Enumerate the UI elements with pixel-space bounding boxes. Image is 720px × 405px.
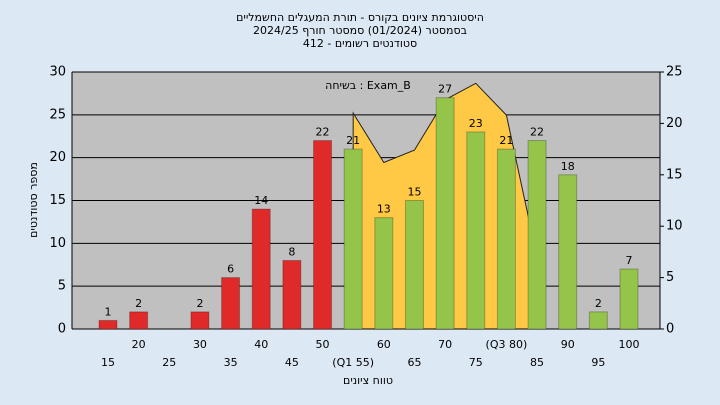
data-label: 27 xyxy=(438,83,452,96)
bar xyxy=(496,148,516,330)
bar xyxy=(527,140,547,330)
data-label: 2 xyxy=(135,297,142,310)
x-tick-label: 65 xyxy=(407,356,421,369)
bar xyxy=(619,268,639,330)
bar xyxy=(466,131,486,330)
x-tick-label: 45 xyxy=(285,356,299,369)
bar xyxy=(558,174,578,330)
data-label: 13 xyxy=(377,203,391,216)
bar xyxy=(98,319,118,330)
bar xyxy=(374,217,394,330)
bar xyxy=(435,97,455,330)
x-tick-label: 30 xyxy=(193,338,207,351)
y-axis-label: מספר סטודנטים xyxy=(27,162,40,238)
y2-tick-label: 15 xyxy=(666,167,683,182)
data-label: 22 xyxy=(316,126,330,139)
x-tick-label: 85 xyxy=(530,356,544,369)
y-tick-label: 5 xyxy=(58,279,66,294)
x-tick-label: 50 xyxy=(316,338,330,351)
y-tick-label: 30 xyxy=(49,65,66,80)
data-label: 7 xyxy=(626,254,633,267)
x-tick-label: 95 xyxy=(591,356,605,369)
annotation: בשיחה : Exam_B xyxy=(325,79,411,92)
data-label: 15 xyxy=(407,186,421,199)
bar xyxy=(129,311,149,330)
x-tick-label: 100 xyxy=(619,338,640,351)
x-tick-label: 20 xyxy=(132,338,146,351)
bar xyxy=(190,311,210,330)
bar xyxy=(404,200,424,330)
data-label: 14 xyxy=(254,194,268,207)
x-tick-label: 25 xyxy=(162,356,176,369)
data-label: 1 xyxy=(105,305,112,318)
x-tick-label: (Q3 80) xyxy=(486,338,528,351)
data-label: 6 xyxy=(227,263,234,276)
y-tick-label: 10 xyxy=(49,236,66,251)
x-tick-label: 75 xyxy=(469,356,483,369)
bar xyxy=(251,208,271,330)
bar xyxy=(282,259,302,330)
data-label: 21 xyxy=(346,134,360,147)
x-tick-label: 35 xyxy=(224,356,238,369)
y2-tick-label: 5 xyxy=(666,270,674,285)
data-label: 22 xyxy=(530,126,544,139)
bar xyxy=(588,311,608,330)
x-axis-label: טווח ציונים xyxy=(343,374,393,387)
data-label: 21 xyxy=(499,134,513,147)
y2-tick-label: 20 xyxy=(666,116,683,131)
y-tick-label: 20 xyxy=(49,150,66,165)
y2-tick-label: 0 xyxy=(666,322,674,337)
y2-tick-label: 25 xyxy=(666,65,683,80)
data-label: 2 xyxy=(196,297,203,310)
data-label: 18 xyxy=(561,160,575,173)
x-tick-label: 70 xyxy=(438,338,452,351)
y-tick-label: 0 xyxy=(58,322,66,337)
bar xyxy=(221,277,241,330)
x-tick-label: 15 xyxy=(101,356,115,369)
y-tick-label: 15 xyxy=(49,193,66,208)
chart-subtitle: 412 - סטודנטים רשומים xyxy=(303,37,417,50)
data-label: 2 xyxy=(595,297,602,310)
data-label: 8 xyxy=(288,245,295,258)
x-tick-label: 90 xyxy=(561,338,575,351)
x-tick-label: 40 xyxy=(254,338,268,351)
data-label: 23 xyxy=(469,117,483,130)
y2-tick-label: 10 xyxy=(666,219,683,234)
x-tick-label: 60 xyxy=(377,338,391,351)
chart-title: היסטוגרמת ציונים בקורס - תורת המעגלים הח… xyxy=(236,11,484,24)
bar xyxy=(313,140,333,330)
y-tick-label: 25 xyxy=(49,107,66,122)
x-tick-label: (Q1 55) xyxy=(332,356,374,369)
bar xyxy=(343,148,363,330)
chart-subtitle: בסמסטר (01/2024) סמסטר חורף 2024/25 xyxy=(253,24,467,37)
